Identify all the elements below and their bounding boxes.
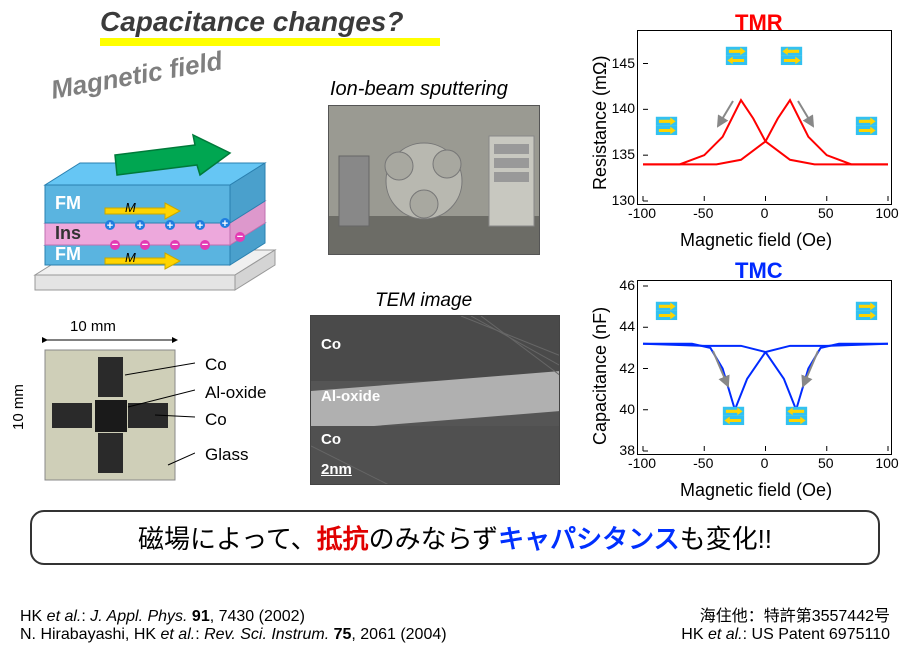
tmr-chart (637, 30, 892, 205)
refs-left: HK et al.: J. Appl. Phys. 91, 7430 (2002… (20, 608, 447, 644)
summary-part: のみならず (369, 524, 498, 554)
summary-text: 磁場によって、抵抗のみならずキャパシタンスも変化!! (138, 519, 772, 556)
tick: 46 (605, 277, 635, 293)
tem-scale: 2nm (321, 461, 352, 478)
tick: 130 (605, 192, 635, 208)
tick: 0 (751, 455, 779, 471)
summary-box: 磁場によって、抵抗のみならずキャパシタンスも変化!! (30, 510, 880, 565)
tick: -50 (689, 455, 717, 471)
ion-beam-label: Ion-beam sputtering (330, 78, 508, 101)
tick: -50 (689, 205, 717, 221)
sample-photo (40, 335, 195, 495)
tick: 38 (605, 442, 635, 458)
tmr-ylabel: Resistance (mΩ) (590, 56, 611, 190)
summary-part: も変化!! (680, 524, 772, 554)
svg-text:−: − (112, 239, 118, 251)
svg-text:M: M (125, 250, 136, 265)
layer-ins-label: Ins (55, 223, 81, 243)
refs-right: 海住他：特許第3557442号HK et al.: US Patent 6975… (681, 602, 890, 644)
sample-label-0: Co (205, 355, 227, 375)
svg-text:−: − (202, 239, 208, 251)
tick: 44 (605, 318, 635, 334)
summary-part: 抵抗 (317, 524, 369, 554)
tick: 100 (873, 455, 901, 471)
layer-fm1-label: FM (55, 193, 81, 213)
tem-layer-2: Co (321, 431, 341, 448)
sample-label-2: Co (205, 410, 227, 430)
tem-label: TEM image (375, 290, 472, 312)
tick: 135 (605, 146, 635, 162)
svg-text:+: + (167, 220, 173, 232)
svg-text:−: − (237, 231, 243, 243)
tem-layer-1: Al-oxide (321, 388, 380, 405)
ref-line: N. Hirabayashi, HK et al.: Rev. Sci. Ins… (20, 626, 447, 644)
summary-part: 磁場によって、 (138, 524, 317, 554)
svg-text:+: + (222, 218, 228, 230)
svg-text:M: M (125, 200, 136, 215)
svg-text:−: − (172, 239, 178, 251)
tick: 42 (605, 360, 635, 376)
svg-text:−: − (142, 239, 148, 251)
ref-line: 海住他：特許第3557442号 (681, 602, 890, 626)
magnetic-field-label: Magnetic field (49, 45, 225, 106)
sample-label-1: Al-oxide (205, 383, 266, 403)
tick: 50 (812, 205, 840, 221)
tick: 100 (873, 205, 901, 221)
summary-part: キャパシタンス (498, 524, 679, 554)
tem-image: Co Al-oxide Co 2nm (310, 315, 560, 485)
layer-stack-diagram: FM M Ins FM M + + + + + − − − − − (15, 105, 295, 315)
sample-dim-top: 10 mm (70, 318, 116, 335)
page-title: Capacitance changes? (100, 6, 403, 38)
tmc-chart (637, 280, 892, 455)
layer-fm2-label: FM (55, 244, 81, 264)
tick: 40 (605, 401, 635, 417)
sample-dim-left: 10 mm (10, 384, 27, 430)
tmc-xlabel: Magnetic field (Oe) (680, 480, 832, 501)
ref-line: HK et al.: US Patent 6975110 (681, 626, 890, 644)
tick: 145 (605, 55, 635, 71)
tem-layer-0: Co (321, 336, 341, 353)
svg-text:+: + (107, 220, 113, 232)
tick: 0 (751, 205, 779, 221)
svg-text:+: + (137, 220, 143, 232)
ref-line: HK et al.: J. Appl. Phys. 91, 7430 (2002… (20, 608, 447, 626)
title-underline (100, 38, 440, 46)
tick: 50 (812, 455, 840, 471)
sample-label-3: Glass (205, 445, 248, 465)
svg-text:+: + (197, 220, 203, 232)
ion-beam-photo (328, 105, 540, 255)
tick: 140 (605, 100, 635, 116)
tmr-xlabel: Magnetic field (Oe) (680, 230, 832, 251)
